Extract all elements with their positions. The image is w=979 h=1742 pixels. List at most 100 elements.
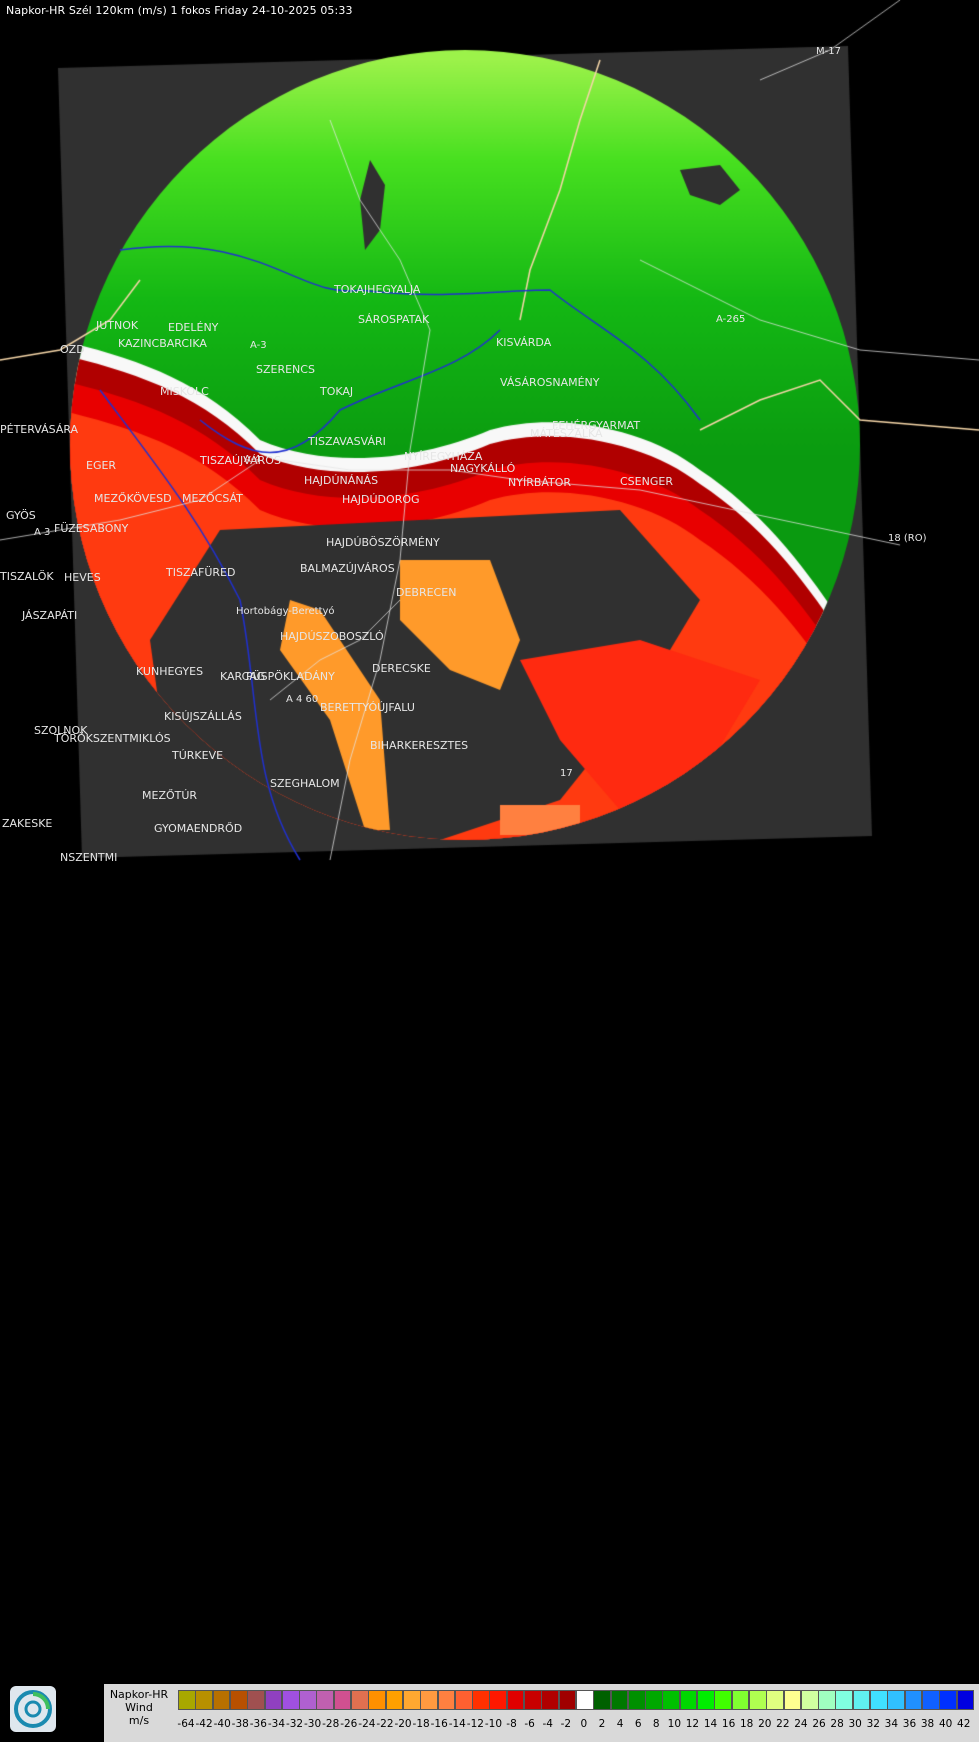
legend-swatch	[800, 1690, 819, 1710]
place-label: SZERENCS	[256, 363, 315, 376]
legend-swatch	[299, 1690, 317, 1710]
legend-swatch	[541, 1690, 560, 1710]
place-label: KAZINCBARCIKA	[118, 337, 207, 350]
road-label: A-3	[250, 340, 267, 351]
legend-swatch	[835, 1690, 854, 1710]
place-label: HAJDÚDOROG	[342, 493, 420, 506]
place-label: HAJDÚBÖSZÖRMÉNY	[326, 536, 440, 549]
legend-swatch	[281, 1690, 300, 1710]
place-label: BIHARKERESZTES	[370, 739, 469, 752]
place-label: OZD	[60, 343, 85, 356]
place-label: SÁROSPATAK	[358, 313, 430, 326]
legend-swatch	[921, 1690, 940, 1710]
place-label: DEBRECEN	[396, 586, 457, 599]
place-label: NSZENTMI	[60, 851, 118, 864]
place-label: JUTNOK	[96, 319, 139, 332]
place-label: KISVÁRDA	[496, 336, 552, 349]
place-label: PÜSPÖKLADÁNY	[246, 670, 335, 683]
place-label: DERECSKE	[372, 662, 431, 675]
legend-swatch	[454, 1690, 473, 1710]
legend-swatch	[939, 1690, 957, 1710]
legend-swatch	[679, 1690, 698, 1710]
place-label: NYÍREGYHÁZA	[404, 450, 483, 463]
place-label: TISZAÚJVÁROS	[200, 454, 281, 467]
place-label: KISÚJSZÁLLÁS	[164, 710, 242, 723]
place-label: KARCAG	[220, 670, 266, 683]
place-label: MEZŐKÖVESD	[94, 492, 172, 505]
place-label: FÜZESABONY	[54, 522, 129, 535]
legend-swatch	[472, 1690, 490, 1710]
road-label: 18 (RO)	[888, 533, 927, 544]
place-label: VÁSÁROSNAMÉNY	[500, 376, 600, 389]
legend-swatch	[524, 1690, 542, 1710]
legend-swatch	[645, 1690, 663, 1710]
legend-swatch	[506, 1690, 525, 1710]
legend-swatch	[264, 1690, 283, 1710]
place-label: MISKOLC	[160, 385, 209, 398]
legend-swatch	[316, 1690, 335, 1710]
place-label: FEHÉRGYARMAT	[552, 419, 641, 432]
legend-swatch	[212, 1690, 231, 1710]
legend-swatch	[351, 1690, 369, 1710]
legend-swatch	[748, 1690, 767, 1710]
legend-swatch	[627, 1690, 646, 1710]
road-label: A 3	[34, 527, 51, 538]
place-label: NYÍRBÁTOR	[508, 476, 572, 489]
legend-swatch	[697, 1690, 715, 1710]
road-label: A-265	[716, 314, 746, 325]
place-label: MEZŐTÚR	[142, 789, 198, 802]
place-label: MEZŐCSÁT	[182, 492, 243, 505]
legend-swatch	[178, 1690, 196, 1710]
place-label: GYOMAENDRŐD	[154, 822, 243, 835]
map-title: Napkor-HR Szél 120km (m/s) 1 fokos Frida…	[6, 4, 353, 17]
place-label: NAGYKÁLLÓ	[450, 462, 516, 475]
legend-swatch	[870, 1690, 888, 1710]
place-label: HAJDÚSZOBOSZLÓ	[280, 630, 384, 643]
place-label: GYÖS	[6, 509, 36, 522]
place-label: MÁTÉSZALKA	[530, 427, 603, 440]
place-label: BERETTYÓÚJFALU	[320, 701, 415, 714]
place-label: KUNHEGYES	[136, 665, 204, 678]
place-label: EGER	[86, 459, 117, 472]
legend-swatch	[714, 1690, 733, 1710]
place-label: SZOLNOK	[34, 724, 88, 737]
place-label: EDELÉNY	[168, 321, 219, 334]
napkor-logo-icon	[10, 1686, 56, 1732]
legend-caption: Napkor-HR Wind m/s	[104, 1688, 174, 1727]
legend-swatch	[818, 1690, 836, 1710]
legend-swatch	[956, 1690, 975, 1710]
legend-caption-unit: m/s	[128, 1714, 150, 1727]
legend-swatch	[783, 1690, 802, 1710]
legend-swatch	[731, 1690, 750, 1710]
road-label: 17	[560, 768, 573, 779]
legend-tick: 42	[957, 1718, 971, 1730]
legend-swatch	[420, 1690, 438, 1710]
legend-swatch	[333, 1690, 352, 1710]
place-label: HAJDÚNÁNÁS	[304, 474, 379, 487]
place-label: SZEGHALOM	[270, 777, 340, 790]
legend-caption-product: Napkor-HR	[109, 1688, 169, 1701]
legend-panel: Napkor-HR Wind m/s -64 -42 -40 -38 -36 -34 -32…	[0, 842, 979, 1742]
legend-swatch	[402, 1690, 421, 1710]
legend-caption-quantity: Wind	[125, 1701, 153, 1714]
radar-map-canvas	[0, 0, 979, 900]
place-label: HEVES	[64, 571, 101, 584]
legend-swatch	[437, 1690, 456, 1710]
place-label: TOKAJ	[320, 385, 354, 398]
road-label: Hortobágy-Berettyó	[236, 606, 335, 617]
legend-swatch	[593, 1690, 611, 1710]
road-label: A 4 60	[286, 694, 319, 705]
place-label: ZAKESKE	[2, 817, 53, 830]
legend-swatch	[195, 1690, 214, 1710]
legend-swatch	[558, 1690, 577, 1710]
legend-swatch	[229, 1690, 248, 1710]
place-label: TISZAVASVÁRI	[308, 435, 386, 448]
legend-swatch	[385, 1690, 404, 1710]
place-label: TÖRÖKSZENTMIKLÓS	[54, 732, 171, 745]
legend-swatch	[766, 1690, 784, 1710]
place-label: PÉTERVÁSÁRA	[0, 423, 79, 436]
legend-swatch	[904, 1690, 923, 1710]
legend-swatch	[662, 1690, 681, 1710]
legend-swatch	[247, 1690, 265, 1710]
place-label: TOKAJHEGYALJA	[334, 283, 421, 296]
